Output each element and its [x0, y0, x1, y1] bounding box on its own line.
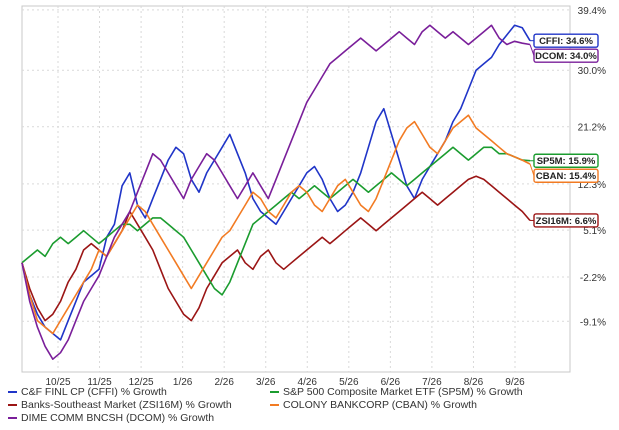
- x-tick-label: 1/26: [173, 377, 193, 386]
- x-tick-label: 8/26: [464, 377, 484, 386]
- end-label-box: [533, 168, 599, 183]
- legend-swatch: [8, 404, 17, 406]
- end-label-box: [533, 153, 599, 168]
- x-tick-label: 7/26: [422, 377, 442, 386]
- end-value-label-dcom: DCOM: 34.0%: [535, 51, 597, 62]
- end-value-label-cffi: CFFI: 34.6%: [539, 36, 593, 47]
- y-tick-label: 5.1%: [583, 226, 606, 237]
- end-value-label-zsi16m: ZSI16M: 6.6%: [536, 216, 597, 227]
- x-tick-label: 5/26: [339, 377, 359, 386]
- legend-label: S&P 500 Composite Market ETF (SP5M) % Gr…: [283, 386, 523, 398]
- x-tick-label: 10/25: [45, 377, 70, 386]
- legend-label: C&F FINL CP (CFFI) % Growth: [21, 386, 167, 398]
- end-value-label-cban: CBAN: 15.4%: [536, 171, 597, 182]
- legend-swatch: [8, 417, 17, 419]
- legend-item-zsi16m: Banks-Southeast Market (ZSI16M) % Growth: [8, 399, 232, 411]
- y-tick-label: -9.1%: [580, 317, 606, 328]
- legend-item-cffi: C&F FINL CP (CFFI) % Growth: [8, 386, 167, 398]
- x-tick-label: 3/26: [256, 377, 276, 386]
- x-tick-label: 6/26: [381, 377, 401, 386]
- y-tick-label: 30.0%: [578, 66, 606, 77]
- x-tick-label: 2/26: [214, 377, 234, 386]
- end-value-label-sp5m: SP5M: 15.9%: [537, 156, 596, 167]
- series-line-dcom: [21, 24, 531, 360]
- end-label-box: [533, 48, 599, 63]
- y-tick-label: -2.2%: [580, 273, 606, 284]
- legend-label: DIME COMM BNCSH (DCOM) % Growth: [21, 412, 215, 424]
- legend-swatch: [270, 404, 279, 406]
- y-tick-label: 12.3%: [578, 180, 606, 191]
- line-chart: 39.4% 30.0% 21.2% 12.3% 5.1% -2.2% -9.1% 10/25 1…: [21, 5, 606, 386]
- legend-item-cban: COLONY BANKCORP (CBAN) % Growth: [270, 399, 477, 411]
- series-line-sp5m: [21, 146, 531, 296]
- x-tick-label: 11/25: [87, 377, 112, 386]
- x-tick-label: 9/26: [505, 377, 525, 386]
- y-tick-label: 21.2%: [578, 123, 606, 134]
- end-label-box: [533, 33, 599, 48]
- legend-label: COLONY BANKCORP (CBAN) % Growth: [283, 399, 477, 411]
- legend-item-dcom: DIME COMM BNCSH (DCOM) % Growth: [8, 412, 214, 424]
- legend-swatch: [270, 391, 279, 393]
- end-label-box: [533, 213, 599, 228]
- legend-label: Banks-Southeast Market (ZSI16M) % Growth: [21, 399, 232, 411]
- legend-item-sp5m: S&P 500 Composite Market ETF (SP5M) % Gr…: [270, 386, 523, 398]
- x-tick-label: 4/26: [298, 377, 318, 386]
- y-tick-label: 39.4%: [578, 6, 606, 17]
- legend-swatch: [8, 391, 17, 393]
- x-tick-label: 12/25: [129, 377, 154, 386]
